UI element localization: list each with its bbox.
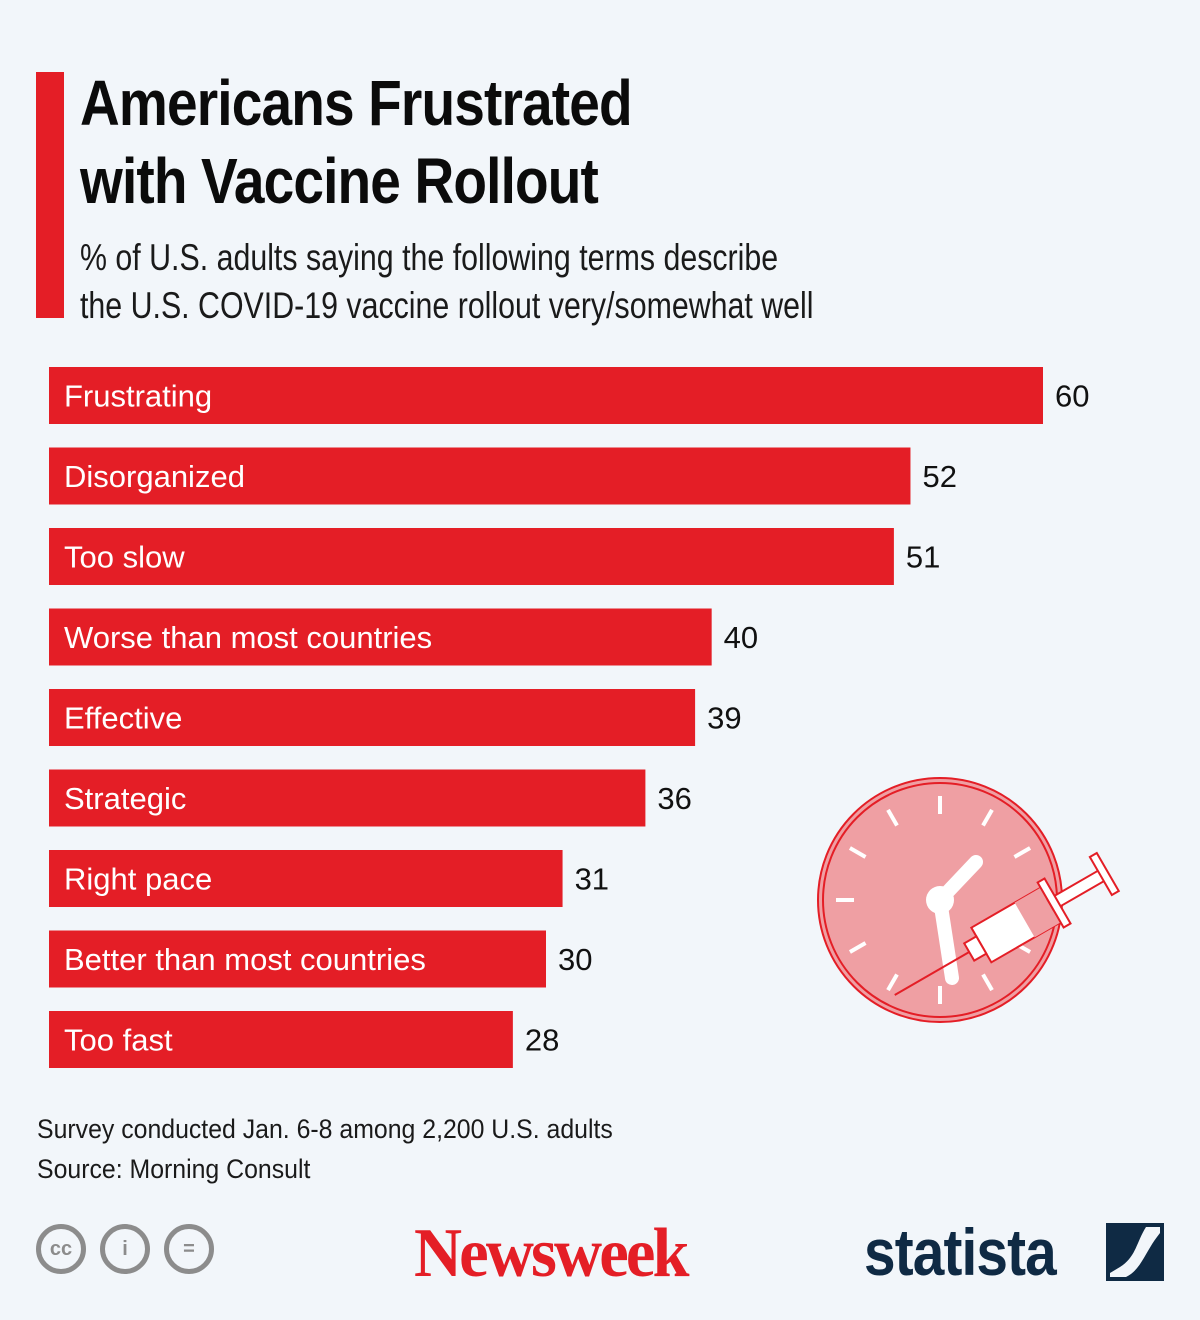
bar-label: Better than most countries <box>64 942 426 977</box>
bar-right-pace <box>49 850 563 907</box>
bar-effective <box>49 689 696 746</box>
value-label: 30 <box>558 942 592 977</box>
value-label: 36 <box>657 781 691 816</box>
statista-logo: statista <box>864 1215 1057 1289</box>
cc-icon: cc <box>36 1224 86 1274</box>
bar-frustrating <box>49 367 1043 424</box>
bar-label: Too fast <box>64 1023 173 1058</box>
value-label: 40 <box>724 620 758 655</box>
bar-label: Strategic <box>64 781 186 816</box>
value-label: 31 <box>575 862 609 897</box>
clock-tick <box>1013 846 1032 859</box>
bar-label: Frustrating <box>64 379 212 414</box>
value-label: 28 <box>525 1023 559 1058</box>
value-label: 60 <box>1055 379 1089 414</box>
clock-tick <box>848 846 867 859</box>
bar-better-than-most-countries <box>49 930 546 988</box>
title-line-2: with Vaccine Rollout <box>80 145 599 217</box>
bar-too-slow <box>49 528 894 585</box>
no-derivatives-icon: = <box>164 1224 214 1274</box>
survey-note: Survey conducted Jan. 6-8 among 2,200 U.… <box>37 1114 613 1144</box>
bar-too-fast <box>49 1011 513 1068</box>
bar-label: Disorganized <box>64 459 245 494</box>
chart-subtitle: % of U.S. adults saying the following te… <box>80 234 814 330</box>
clock-tick <box>848 941 867 954</box>
bar-worse-than-most-countries <box>49 608 712 666</box>
attribution-icon: i <box>100 1224 150 1274</box>
bar-chart: Frustrating 60 Disorganized 52 Too slow 51 Wor… <box>49 367 1121 1068</box>
title-line-1: Americans Frustrated <box>80 67 633 139</box>
value-label: 51 <box>906 540 940 575</box>
clock-tick <box>981 973 994 992</box>
subtitle-line-1: % of U.S. adults saying the following te… <box>80 237 779 278</box>
clock-tick <box>886 808 899 827</box>
bar-strategic <box>49 769 646 827</box>
title-accent-bar <box>36 72 64 318</box>
bar-label: Right pace <box>64 862 212 897</box>
clock-tick <box>886 973 899 992</box>
license-icons: cc i = <box>36 1224 214 1274</box>
source-note: Source: Morning Consult <box>37 1154 311 1184</box>
subtitle-line-2: the U.S. COVID-19 vaccine rollout very/s… <box>80 285 814 326</box>
bar-label: Worse than most countries <box>64 620 432 655</box>
bar-disorganized <box>49 447 911 505</box>
bars-group: Frustrating 60 Disorganized 52 Too slow 51 Wor… <box>49 367 1089 1068</box>
statista-mark-icon <box>1106 1223 1164 1281</box>
value-label: 52 <box>922 459 956 494</box>
bar-label: Too slow <box>64 540 185 575</box>
value-label: 39 <box>707 701 741 736</box>
bar-label: Effective <box>64 701 182 736</box>
clock-tick <box>981 808 994 827</box>
newsweek-logo: Newsweek <box>414 1215 690 1292</box>
chart-title: Americans Frustrated with Vaccine Rollou… <box>80 64 633 220</box>
clock-with-syringe-icon <box>817 777 1121 1023</box>
